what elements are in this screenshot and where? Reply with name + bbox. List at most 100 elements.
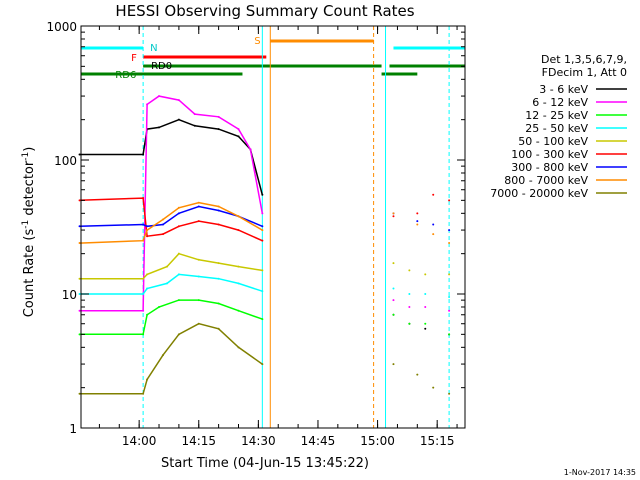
data-point xyxy=(146,287,149,290)
data-point xyxy=(177,212,180,215)
x-tick-label: 14:45 xyxy=(301,434,336,448)
data-point xyxy=(448,295,451,298)
data-point xyxy=(78,333,81,336)
series-8 xyxy=(78,322,451,395)
data-point xyxy=(217,262,220,265)
data-point xyxy=(142,153,145,156)
x-tick-label: 14:00 xyxy=(122,434,157,448)
data-point xyxy=(408,269,411,272)
data-point xyxy=(261,212,264,215)
data-point xyxy=(432,223,435,226)
flag-rd0-label: RD0 xyxy=(151,61,172,72)
series-line xyxy=(79,118,264,195)
data-point xyxy=(261,239,264,242)
series-2 xyxy=(78,299,451,336)
legend-entry-label: 7000 - 20000 keV xyxy=(490,187,588,200)
flags-layer: N F RD0 RD6 S xyxy=(81,26,465,428)
data-point xyxy=(261,269,264,272)
data-point xyxy=(146,103,149,106)
legend-entry-label: 50 - 100 keV xyxy=(518,135,588,148)
plot-frame xyxy=(80,25,466,429)
y-label-part3: ) xyxy=(22,147,37,152)
legend-entry-label: 300 - 800 keV xyxy=(511,161,588,174)
series-7 xyxy=(78,201,451,245)
data-point xyxy=(177,99,180,102)
data-point xyxy=(146,313,149,316)
data-point xyxy=(177,225,180,228)
data-point xyxy=(432,193,435,196)
legend-entry-label: 6 - 12 keV xyxy=(532,96,588,109)
series-0 xyxy=(78,118,451,336)
y-label-part1: Count Rate (s xyxy=(22,229,37,318)
data-point xyxy=(217,277,220,280)
data-point xyxy=(177,299,180,302)
data-point xyxy=(161,233,164,236)
data-point xyxy=(78,225,81,228)
data-point xyxy=(217,302,220,305)
x-tick-label: 15:00 xyxy=(360,434,395,448)
data-point xyxy=(177,252,180,255)
data-point xyxy=(448,199,451,202)
flag-s-label: S xyxy=(254,36,260,47)
data-point xyxy=(142,239,145,242)
data-point xyxy=(217,205,220,208)
data-point xyxy=(237,265,240,268)
data-point xyxy=(217,223,220,226)
data-point xyxy=(78,199,81,202)
data-point xyxy=(158,305,161,308)
data-point xyxy=(392,313,395,316)
series-3 xyxy=(78,273,451,298)
data-point xyxy=(424,322,427,325)
data-point xyxy=(237,346,240,349)
data-point xyxy=(424,273,427,276)
legend-entry-label: 25 - 50 keV xyxy=(525,122,588,135)
legend-header: FDecim 1, Att 0 xyxy=(542,66,627,79)
data-point xyxy=(78,309,81,312)
data-point xyxy=(416,220,419,223)
x-tick-label: 15:15 xyxy=(420,434,455,448)
data-point xyxy=(177,273,180,276)
data-point xyxy=(197,322,200,325)
data-point xyxy=(237,128,240,131)
axes-layer: 14:00 14:15 14:30 14:45 15:00 15:15 1 10 100 1000 xyxy=(46,20,465,448)
y-label-sup1: -1 xyxy=(21,220,31,229)
data-point xyxy=(142,277,145,280)
data-point xyxy=(237,229,240,232)
data-point xyxy=(193,113,196,116)
data-point xyxy=(197,201,200,204)
data-point xyxy=(142,223,145,226)
data-point xyxy=(424,327,427,330)
data-point xyxy=(261,225,264,228)
data-point xyxy=(146,229,149,232)
data-point xyxy=(448,273,451,276)
flag-n-label: N xyxy=(150,43,157,54)
series-line xyxy=(79,95,264,312)
series-1 xyxy=(78,95,451,312)
data-point xyxy=(146,273,149,276)
footer-date: 1-Nov-2017 14:35 xyxy=(564,468,636,477)
y-axis-label: Count Rate (s-1 detector-1) xyxy=(21,147,37,318)
data-point xyxy=(392,262,395,265)
flag-rd6-label: RD6 xyxy=(115,70,136,81)
data-point xyxy=(408,293,411,295)
data-point xyxy=(78,277,81,280)
data-point xyxy=(432,233,435,236)
data-point xyxy=(197,258,200,261)
legend: Det 1,3,5,6,7,9,FDecim 1, Att 0 3 - 6 keV… xyxy=(490,53,627,200)
data-point xyxy=(261,318,264,321)
data-point xyxy=(261,363,264,366)
data-point xyxy=(237,282,240,285)
data-point xyxy=(416,212,419,215)
data-point xyxy=(237,135,240,138)
data-point xyxy=(424,293,427,295)
data-point xyxy=(158,95,161,98)
data-point xyxy=(448,229,451,232)
data-point xyxy=(392,212,395,215)
data-point xyxy=(165,265,168,268)
data-point xyxy=(165,282,168,285)
data-point xyxy=(142,392,145,395)
data-point xyxy=(448,242,451,245)
data-point xyxy=(177,118,180,121)
data-point xyxy=(161,223,164,226)
y-tick-label: 10 xyxy=(62,288,77,302)
